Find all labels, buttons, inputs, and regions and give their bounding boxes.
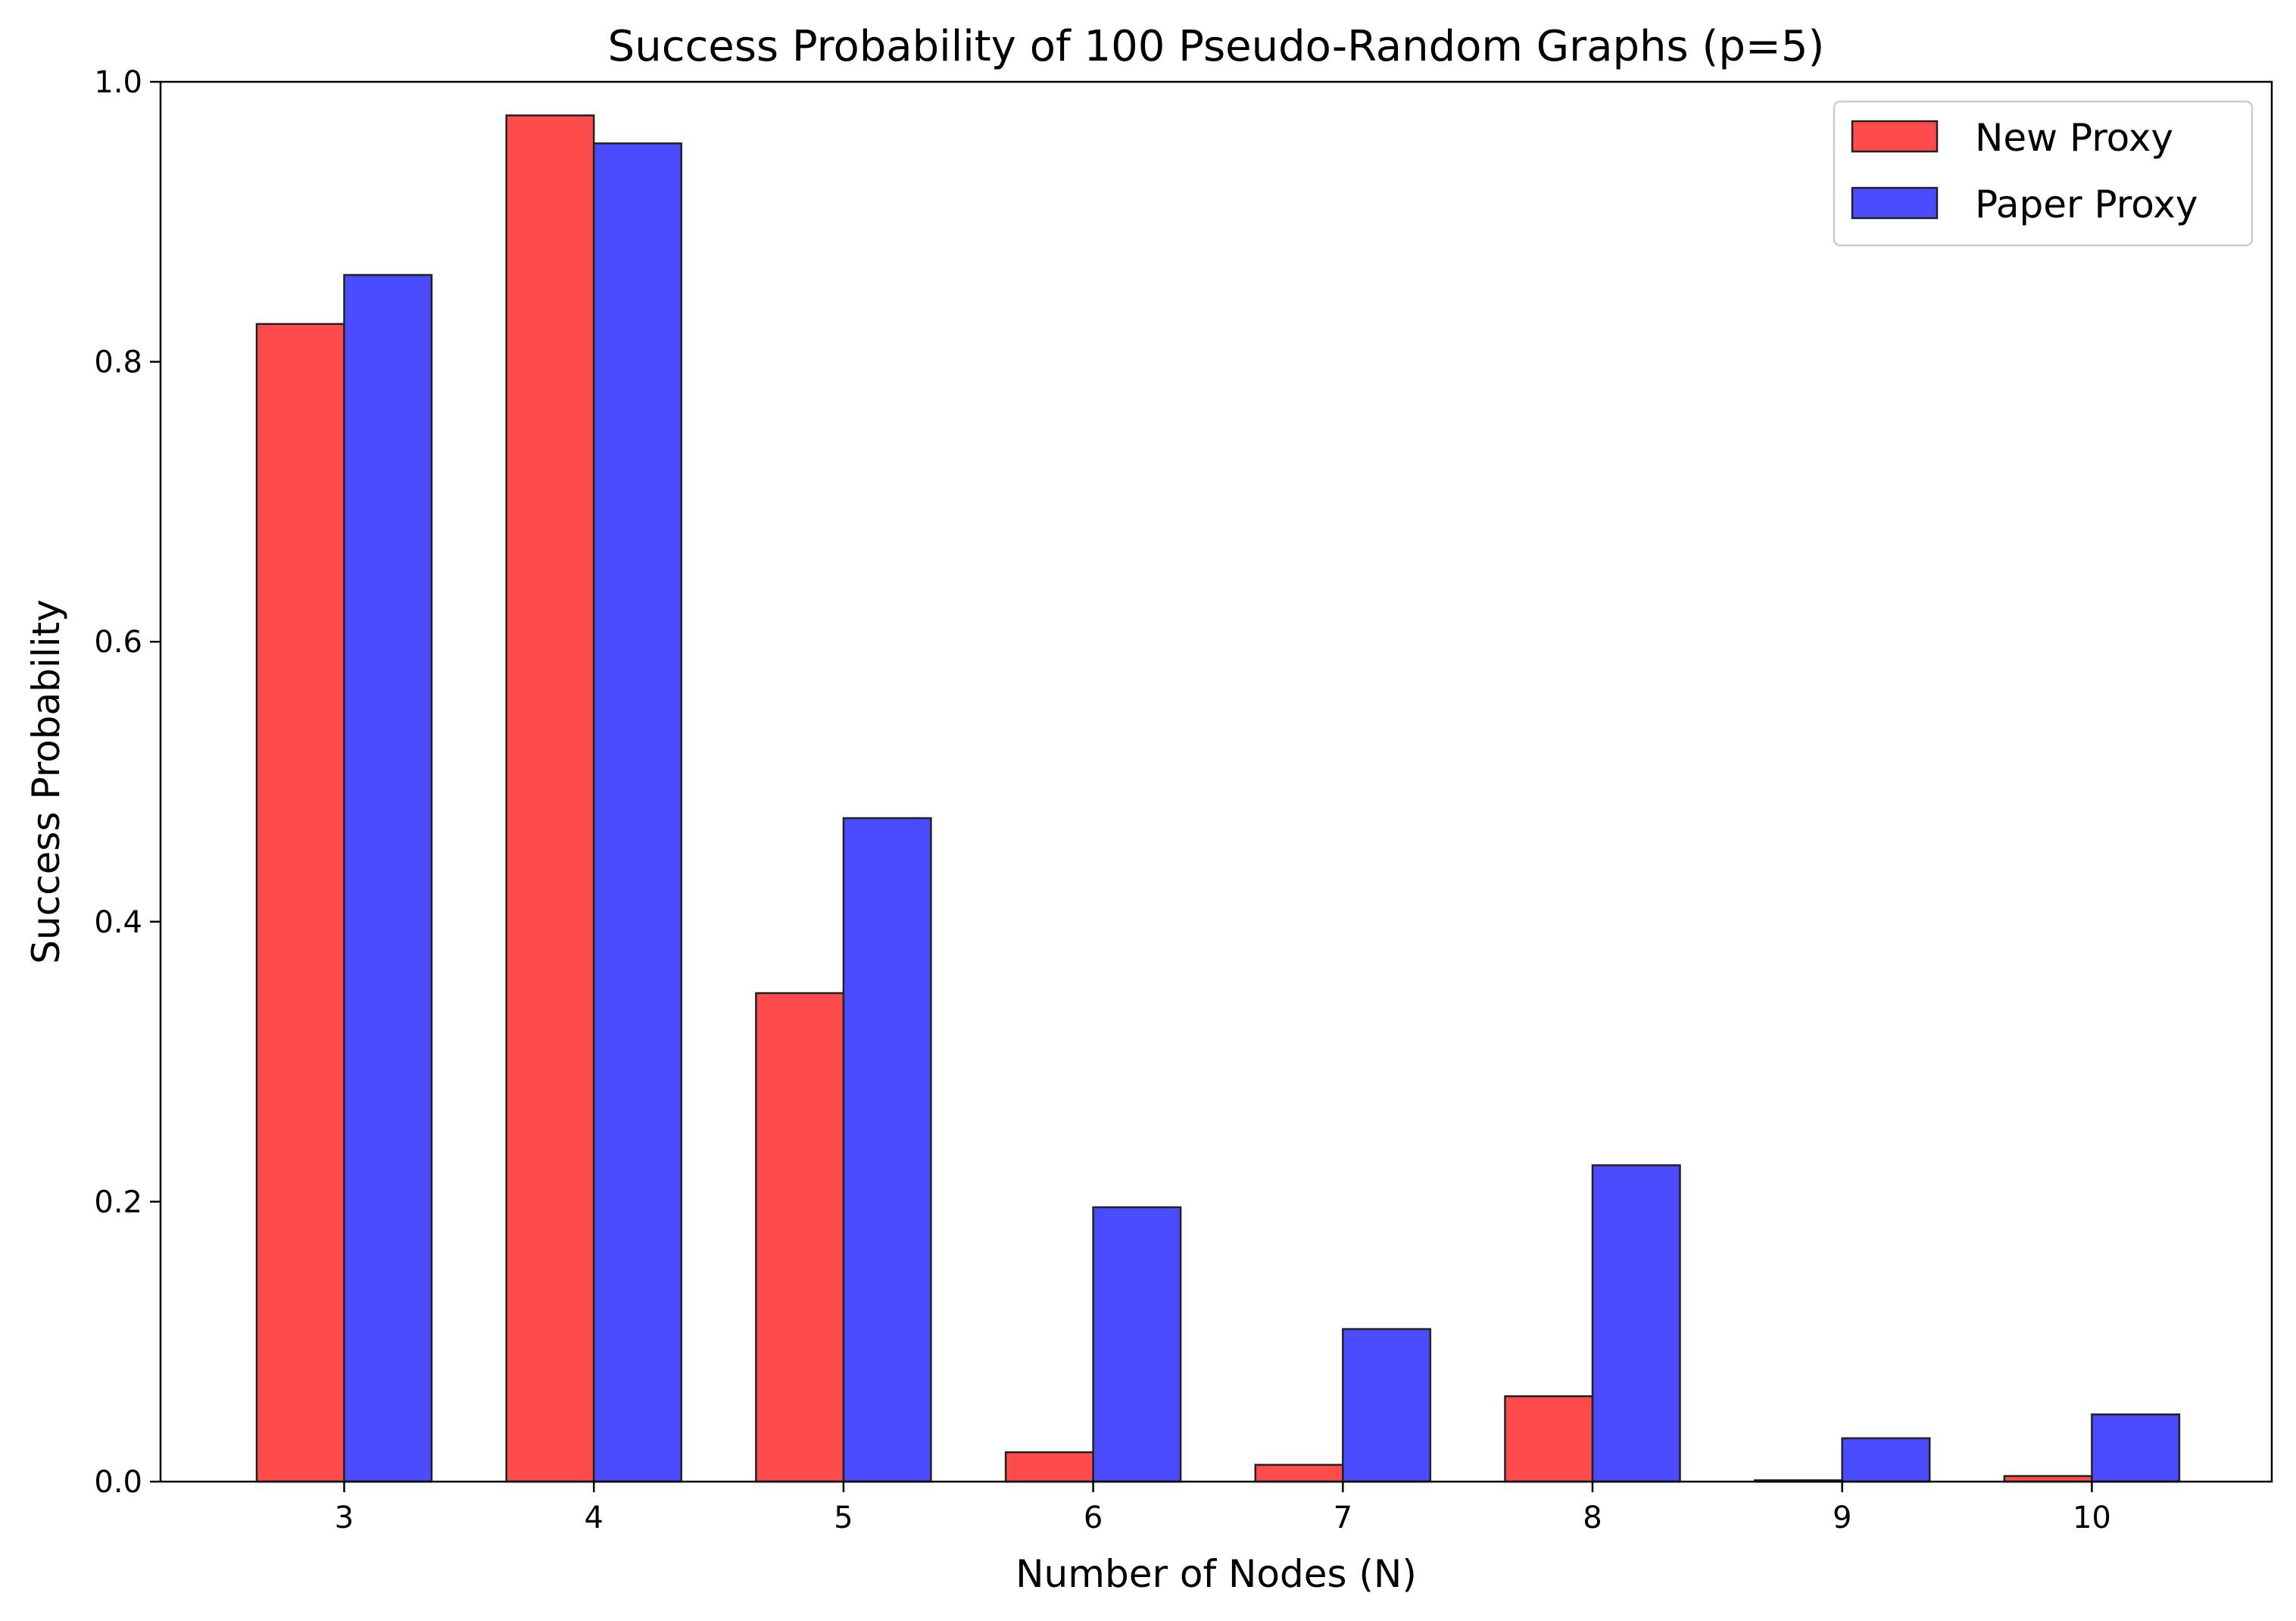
bar-paper-proxy-n9: [1841, 1437, 1931, 1483]
y-axis-label: Success Probability: [24, 599, 68, 964]
x-tick-label: 6: [1084, 1501, 1103, 1535]
y-tick-label: 0.4: [94, 905, 142, 940]
bar-paper-proxy-n5: [842, 817, 932, 1483]
bar-new-proxy-n7: [1254, 1463, 1344, 1483]
bar-new-proxy-n4: [505, 114, 595, 1483]
x-axis-label: Number of Nodes (N): [1015, 1552, 1417, 1596]
plot-frame: [159, 80, 2273, 1483]
x-tick-label: 5: [834, 1501, 853, 1535]
legend-swatch-paper-proxy: [1851, 186, 1939, 220]
bar-new-proxy-n8: [1504, 1395, 1594, 1483]
bar-paper-proxy-n4: [592, 142, 682, 1483]
bar-paper-proxy-n3: [343, 273, 433, 1483]
legend-label-paper-proxy: Paper Proxy: [1975, 183, 2198, 226]
x-tick-label: 4: [584, 1501, 603, 1535]
bar-paper-proxy-n6: [1092, 1206, 1182, 1483]
y-tick-label: 0.2: [94, 1185, 142, 1220]
bars-layer: [255, 114, 2181, 1483]
legend-frame: [1833, 100, 2254, 247]
y-tick-label: 0.0: [94, 1465, 142, 1500]
legend: New Proxy Paper Proxy: [1833, 100, 2254, 247]
y-tick-label: 0.8: [94, 345, 142, 380]
x-axis: 3 4 5 6 7 8 9 10: [335, 1482, 2111, 1535]
x-tick-label: 9: [1833, 1501, 1851, 1535]
x-tick-label: 8: [1583, 1501, 1602, 1535]
x-tick-label: 3: [335, 1501, 354, 1535]
y-tick-label: 1.0: [94, 65, 142, 100]
chart-title: Success Probability of 100 Pseudo-Random…: [608, 22, 1825, 71]
legend-label-new-proxy: New Proxy: [1975, 116, 2173, 160]
legend-swatch-new-proxy: [1851, 120, 1939, 153]
bar-new-proxy-n6: [1004, 1451, 1094, 1483]
bar-new-proxy-n5: [755, 992, 845, 1483]
x-tick-label: 10: [2073, 1501, 2111, 1535]
y-axis: 0.0 0.2 0.4 0.6 0.8 1.0: [94, 65, 161, 1500]
bar-paper-proxy-n8: [1591, 1164, 1681, 1483]
bar-paper-proxy-n10: [2091, 1413, 2181, 1483]
bar-paper-proxy-n7: [1342, 1328, 1432, 1483]
y-tick-label: 0.6: [94, 625, 142, 660]
bar-new-proxy-n3: [255, 323, 345, 1483]
x-tick-label: 7: [1334, 1501, 1352, 1535]
